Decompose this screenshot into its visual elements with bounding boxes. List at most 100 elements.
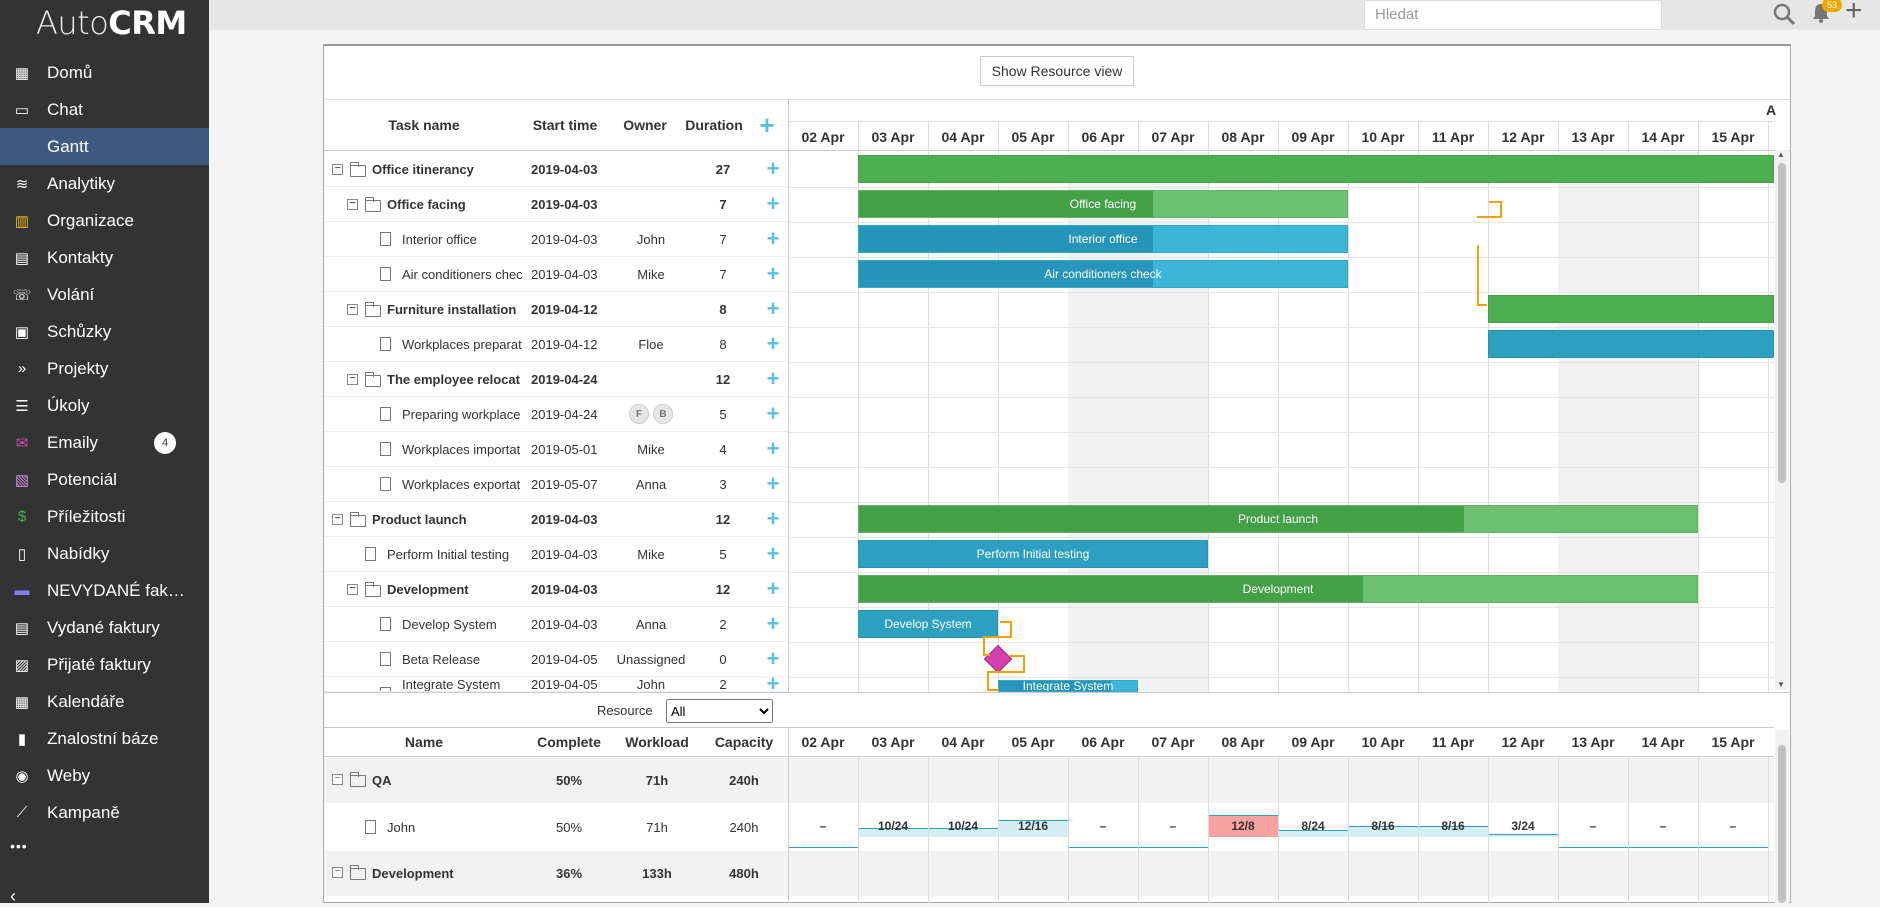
task-row[interactable]: − Product launch 2019-04-03 12 +: [324, 502, 788, 537]
task-row[interactable]: Air conditioners chec 2019-04-03 Mike 7 +: [324, 257, 788, 292]
sidebar-item-7[interactable]: ☏ Volání: [0, 276, 209, 313]
workload-cell[interactable]: 8/24: [1301, 819, 1325, 833]
add-subtask-button[interactable]: +: [766, 191, 780, 216]
app-logo[interactable]: Auto CRM: [36, 4, 187, 42]
add-subtask-button[interactable]: +: [766, 576, 780, 601]
gantt-scrollbar-thumb[interactable]: [1778, 163, 1786, 483]
workload-cell[interactable]: 10/24: [877, 819, 909, 833]
collapse-toggle-icon[interactable]: −: [347, 304, 358, 315]
search-icon[interactable]: [1772, 2, 1798, 28]
sidebar-item-16[interactable]: ▤ Vydané faktury: [0, 609, 209, 646]
col-complete[interactable]: Complete: [537, 734, 601, 750]
collapse-toggle-icon[interactable]: −: [332, 774, 343, 785]
project-bar[interactable]: [858, 155, 1774, 183]
col-resource-name[interactable]: Name: [404, 734, 444, 750]
sidebar-item-14[interactable]: ▯ Nabídky: [0, 535, 209, 572]
scroll-down-arrow-icon[interactable]: ▼: [1777, 680, 1785, 689]
col-duration[interactable]: Duration: [685, 117, 743, 133]
task-row[interactable]: Interior office 2019-04-03 John 7 +: [324, 222, 788, 257]
task-row[interactable]: − Development 2019-04-03 12 +: [324, 572, 788, 607]
search-input[interactable]: Hledat: [1364, 0, 1662, 30]
task-row[interactable]: Workplaces importat 2019-05-01 Mike 4 +: [324, 432, 788, 467]
add-subtask-button[interactable]: +: [766, 471, 780, 496]
collapse-toggle-icon[interactable]: −: [347, 199, 358, 210]
sidebar-item-6[interactable]: ▤ Kontakty: [0, 239, 209, 276]
scroll-up-arrow-icon[interactable]: ▲: [1777, 150, 1785, 159]
project-bar[interactable]: Product launch: [858, 505, 1698, 533]
add-subtask-button[interactable]: +: [766, 331, 780, 356]
sidebar-item-5[interactable]: ▥ Organizace: [0, 202, 209, 239]
more-menu-icon[interactable]: •••: [10, 838, 28, 854]
project-bar[interactable]: Development: [858, 575, 1698, 603]
add-task-button[interactable]: +: [759, 109, 775, 140]
workload-cell[interactable]: 12/8: [1231, 819, 1255, 833]
add-subtask-button[interactable]: +: [766, 436, 780, 461]
project-bar[interactable]: [1488, 295, 1774, 323]
task-row[interactable]: Preparing workplace 2019-04-24 F B 5 +: [324, 397, 788, 432]
add-subtask-button[interactable]: +: [766, 226, 780, 251]
col-task-name[interactable]: Task name: [388, 117, 460, 133]
project-bar[interactable]: Office facing: [858, 190, 1348, 218]
collapse-toggle-icon[interactable]: −: [332, 164, 343, 175]
col-start-time[interactable]: Start time: [532, 117, 598, 133]
sidebar-item-3[interactable]: Gantt: [0, 128, 209, 165]
col-workload[interactable]: Workload: [625, 734, 689, 750]
sidebar-item-17[interactable]: ▨ Přijaté faktury: [0, 646, 209, 683]
task-bar[interactable]: Perform Initial testing: [858, 540, 1208, 568]
col-owner[interactable]: Owner: [623, 117, 667, 133]
task-row[interactable]: Perform Initial testing 2019-04-03 Mike 5 +: [324, 537, 788, 572]
sidebar-item-18[interactable]: ▦ Kalendáře: [0, 683, 209, 720]
task-bar[interactable]: Integrate System: [998, 680, 1138, 692]
collapse-toggle-icon[interactable]: −: [332, 867, 343, 878]
sidebar-item-9[interactable]: » Projekty: [0, 350, 209, 387]
add-subtask-button[interactable]: +: [766, 541, 780, 566]
workload-cell[interactable]: –: [1729, 819, 1737, 833]
resource-group-row[interactable]: − Development 36% 133h 480h: [324, 851, 1774, 896]
workload-cell[interactable]: –: [819, 819, 827, 833]
workload-cell[interactable]: 3/24: [1511, 819, 1535, 833]
add-subtask-button[interactable]: +: [766, 261, 780, 286]
add-subtask-button[interactable]: +: [766, 401, 780, 426]
sidebar-item-15[interactable]: ▬ NEVYDANÉ fak…: [0, 572, 209, 609]
task-row[interactable]: Workplaces preparat 2019-04-12 Floe 8 +: [324, 327, 788, 362]
workload-cell[interactable]: –: [1589, 819, 1597, 833]
collapse-toggle-icon[interactable]: −: [347, 584, 358, 595]
workload-cell[interactable]: –: [1659, 819, 1667, 833]
task-row[interactable]: − Furniture installation 2019-04-12 8 +: [324, 292, 788, 327]
workload-cell[interactable]: –: [1099, 819, 1107, 833]
add-subtask-button[interactable]: +: [766, 677, 780, 692]
sidebar-item-11[interactable]: ✉ Emaily 4: [0, 424, 209, 461]
add-subtask-button[interactable]: +: [766, 156, 780, 181]
sidebar-item-4[interactable]: ≋ Analytiky: [0, 165, 209, 202]
show-resource-view-button[interactable]: Show Resource view: [980, 56, 1134, 86]
add-subtask-button[interactable]: +: [766, 611, 780, 636]
sidebar-item-20[interactable]: ◉ Weby: [0, 757, 209, 794]
sidebar-item-19[interactable]: ▮ Znalostní báze: [0, 720, 209, 757]
add-icon[interactable]: +: [1845, 0, 1863, 27]
col-capacity[interactable]: Capacity: [714, 734, 774, 750]
sidebar-item-13[interactable]: $ Příležitosti: [0, 498, 209, 535]
task-row[interactable]: − Office itinerancy 2019-04-03 27 +: [324, 152, 788, 187]
collapse-chevron-icon[interactable]: ‹: [10, 886, 16, 906]
sidebar-item-12[interactable]: ▧ Potenciál: [0, 461, 209, 498]
resource-group-row[interactable]: − QA 50% 71h 240h: [324, 758, 1774, 803]
sidebar-item-2[interactable]: ▭ Chat: [0, 91, 209, 128]
sidebar-item-1[interactable]: ▦ Domů: [0, 54, 209, 91]
workload-cell[interactable]: 8/16: [1441, 819, 1465, 833]
task-bar[interactable]: [1488, 330, 1774, 358]
task-row[interactable]: Develop System 2019-04-03 Anna 2 +: [324, 607, 788, 642]
sidebar-item-8[interactable]: ▣ Schůzky: [0, 313, 209, 350]
collapse-toggle-icon[interactable]: −: [332, 514, 343, 525]
task-row[interactable]: − The employee relocat 2019-04-24 12 +: [324, 362, 788, 397]
task-bar[interactable]: Develop System: [858, 610, 998, 638]
add-subtask-button[interactable]: +: [766, 296, 780, 321]
task-row[interactable]: − Office facing 2019-04-03 7 +: [324, 187, 788, 222]
workload-cell[interactable]: 12/16: [1017, 819, 1049, 833]
resource-scrollbar-thumb[interactable]: [1778, 745, 1786, 903]
collapse-toggle-icon[interactable]: −: [347, 374, 358, 385]
task-row[interactable]: Beta Release 2019-04-05 Unassigned 0 +: [324, 642, 788, 677]
workload-cell[interactable]: –: [1169, 819, 1177, 833]
task-row[interactable]: Integrate System 2019-04-05 John 2 +: [324, 677, 788, 692]
add-subtask-button[interactable]: +: [766, 646, 780, 671]
workload-cell[interactable]: 8/16: [1371, 819, 1395, 833]
